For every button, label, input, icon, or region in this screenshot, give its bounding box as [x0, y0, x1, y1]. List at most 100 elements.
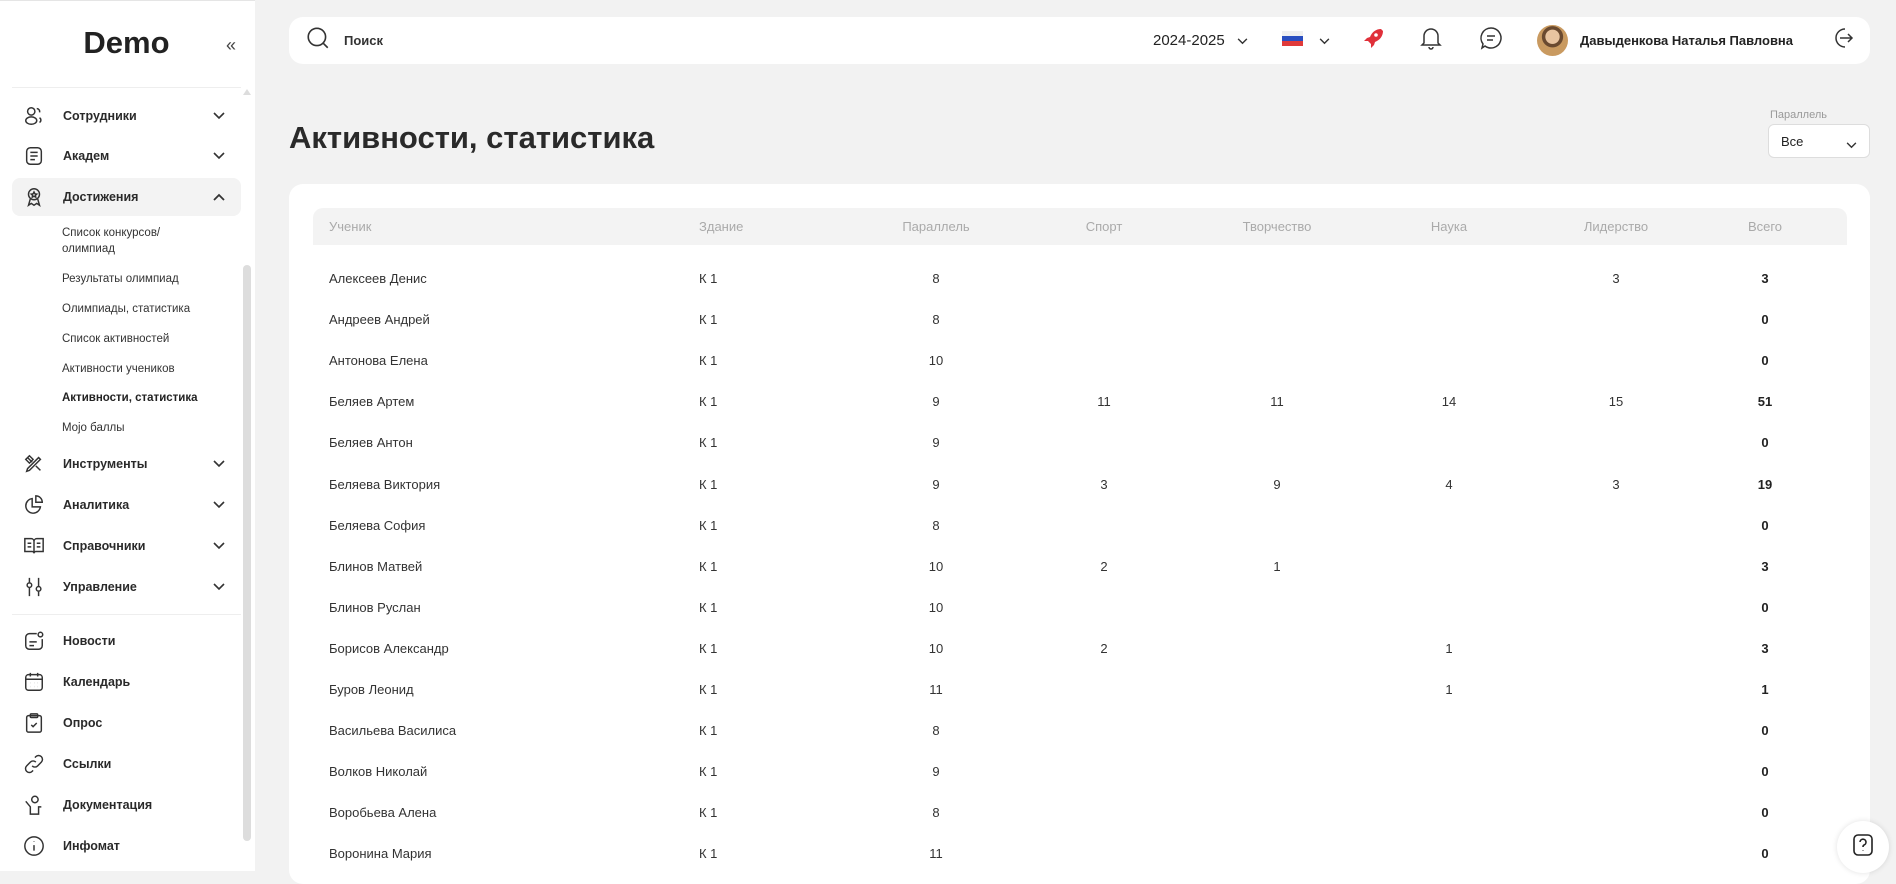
chevron-down-icon [213, 460, 227, 468]
cell-parallel: 10 [928, 558, 944, 574]
language-select[interactable] [1282, 17, 1330, 64]
rocket-icon [1361, 26, 1385, 55]
sliders-icon [22, 575, 46, 599]
sidebar-item-management[interactable]: Управление [12, 568, 241, 606]
subitem-contest-list[interactable]: Список конкурсов/олимпиад [62, 225, 160, 257]
column-header-student[interactable]: Ученик [329, 219, 372, 234]
sidebar-item-achievements[interactable]: Достижения [12, 178, 241, 216]
sidebar-item-documentation[interactable]: Документация [12, 786, 241, 824]
chevron-down-icon [1237, 32, 1248, 49]
cell-building: К 1 [699, 805, 718, 821]
cell-total: 0 [1761, 312, 1769, 328]
sidebar-scrollbar[interactable] [243, 265, 251, 841]
chevron-down-icon [213, 152, 227, 160]
logout-button[interactable] [1831, 17, 1855, 64]
cell-building: К 1 [699, 640, 718, 656]
column-header-parallel[interactable]: Параллель [902, 219, 970, 234]
cell-student: Алексеев Денис [329, 271, 427, 286]
cell-sport: 2 [1100, 640, 1108, 656]
cell-student: Буров Леонид [329, 682, 414, 697]
cell-building: К 1 [699, 764, 718, 780]
info-icon [22, 834, 46, 858]
subitem-activity-stats[interactable]: Активности, статистика [62, 392, 198, 404]
sidebar-item-label: Аналитика [63, 498, 130, 512]
russia-flag-icon [1282, 30, 1303, 51]
search-field[interactable]: Поиск [305, 17, 383, 64]
cell-total: 3 [1761, 271, 1769, 286]
parallel-filter-label: Параллель [1770, 109, 1827, 121]
chevron-down-icon [213, 112, 227, 120]
sidebar-item-calendar[interactable]: Календарь [12, 663, 241, 701]
cell-building: К 1 [699, 558, 718, 574]
link-icon [22, 752, 46, 776]
cell-student: Блинов Руслан [329, 599, 421, 615]
sidebar-item-infomat[interactable]: Инфомат [12, 827, 241, 865]
subitem-olympiad-results[interactable]: Результаты олимпиад [62, 273, 179, 285]
cell-student: Андреев Андрей [329, 312, 430, 328]
cell-student: Беляева Виктория [329, 476, 441, 492]
sidebar-item-label: Инструменты [63, 457, 148, 471]
scroll-up-arrow[interactable] [243, 89, 251, 95]
sidebar-item-label: Достижения [63, 190, 139, 204]
cell-parallel: 10 [928, 640, 944, 656]
cell-parallel: 8 [932, 723, 940, 739]
cell-parallel: 10 [928, 353, 944, 369]
cell-building: К 1 [699, 476, 718, 492]
cell-building: К 1 [699, 353, 718, 369]
year-select[interactable]: 2024-2025 [1153, 17, 1248, 64]
cell-sport: 2 [1100, 558, 1108, 574]
column-header-total[interactable]: Всего [1747, 219, 1783, 234]
column-header-sport[interactable]: Спорт [1085, 219, 1123, 234]
year-value: 2024-2025 [1153, 32, 1225, 49]
cell-total: 51 [1757, 394, 1773, 410]
award-icon [22, 185, 46, 209]
parallel-filter-select[interactable]: Все [1768, 124, 1870, 158]
subitem-olympiad-stats[interactable]: Олимпиады, статистика [62, 303, 191, 315]
cell-student: Беляева София [329, 517, 426, 533]
sidebar-item-news[interactable]: Новости [12, 622, 241, 660]
cell-science: 1 [1445, 640, 1453, 656]
person-doc-icon [22, 793, 46, 817]
subitem-label: Список конкурсов/ [62, 227, 161, 239]
collapse-sidebar-icon[interactable]: « [226, 35, 237, 55]
sidebar-item-academ[interactable]: Академ [12, 137, 241, 175]
subitem-student-activities[interactable]: Активности учеников [62, 363, 175, 375]
sidebar-item-tools[interactable]: Инструменты [12, 445, 241, 483]
cell-total: 1 [1761, 682, 1769, 697]
cell-total: 3 [1761, 640, 1769, 656]
chevron-down-icon [1846, 137, 1857, 152]
sidebar-item-survey[interactable]: Опрос [12, 704, 241, 742]
search-icon [305, 25, 331, 56]
column-header-creativity[interactable]: Творчество [1242, 219, 1312, 234]
subitem-activity-list[interactable]: Список активностей [62, 333, 170, 345]
table-header [313, 208, 1847, 245]
sidebar-item-analytics[interactable]: Аналитика [12, 486, 241, 524]
cell-sport: 11 [1097, 394, 1111, 410]
column-header-leadership[interactable]: Лидерство [1583, 219, 1649, 234]
cell-total: 0 [1761, 846, 1769, 862]
cell-total: 0 [1761, 764, 1769, 780]
sidebar-item-directories[interactable]: Справочники [12, 527, 241, 565]
search-input[interactable]: Поиск [344, 33, 384, 48]
sidebar-item-links[interactable]: Ссылки [12, 745, 241, 783]
rocket-button[interactable] [1361, 17, 1385, 64]
sidebar-item-staff[interactable]: Сотрудники [12, 97, 241, 135]
subitem-mojo-points[interactable]: Mojo баллы [62, 422, 125, 434]
notifications-button[interactable] [1419, 17, 1443, 64]
sidebar-item-label: Ссылки [63, 757, 112, 771]
cell-parallel: 9 [932, 476, 940, 492]
cell-total: 0 [1761, 599, 1769, 615]
cell-student: Беляев Артем [329, 394, 415, 410]
sidebar-item-label: Инфомат [63, 839, 120, 853]
messages-button[interactable] [1479, 17, 1503, 64]
cell-parallel: 9 [932, 764, 940, 780]
cell-building: К 1 [699, 846, 718, 862]
user-menu[interactable]: Давыденкова Наталья Павловна [1537, 17, 1793, 64]
chevron-down-icon [213, 501, 227, 509]
column-header-science[interactable]: Наука [1430, 219, 1468, 234]
cell-student: Блинов Матвей [329, 558, 423, 574]
column-header-building[interactable]: Здание [699, 219, 744, 234]
help-button[interactable] [1837, 821, 1889, 873]
sidebar-item-label: Академ [63, 149, 110, 163]
cell-student: Воронина Мария [329, 846, 432, 862]
